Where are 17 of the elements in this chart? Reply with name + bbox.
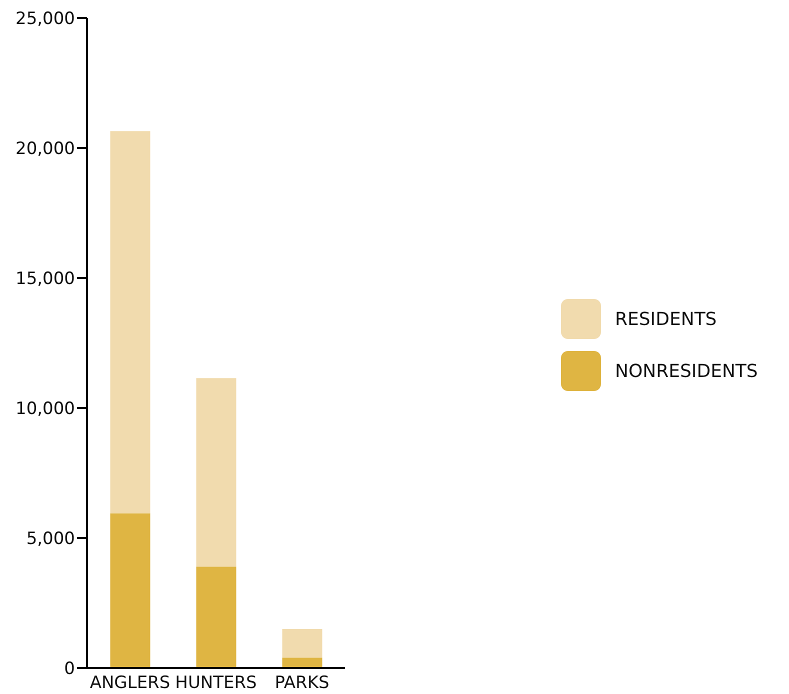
bar [110, 513, 150, 668]
y-tick-label: 20,000 [16, 139, 75, 160]
bar [196, 566, 236, 668]
x-tick-label: HUNTERS [175, 673, 257, 694]
x-tick-label: PARKS [274, 673, 330, 694]
bar [196, 378, 236, 567]
bar [282, 629, 322, 658]
bar [282, 658, 322, 668]
y-tick-label: 25,000 [16, 9, 75, 30]
legend-label: RESIDENTS [615, 308, 717, 330]
bar [110, 131, 150, 514]
y-tick-label: 10,000 [16, 399, 75, 420]
y-tick-label: 15,000 [16, 269, 75, 290]
legend-label: NONRESIDENTS [615, 360, 758, 382]
x-tick-label: ANGLERS [90, 673, 170, 694]
y-tick-label: 5,000 [26, 529, 75, 550]
y-tick-label: 0 [64, 659, 75, 680]
